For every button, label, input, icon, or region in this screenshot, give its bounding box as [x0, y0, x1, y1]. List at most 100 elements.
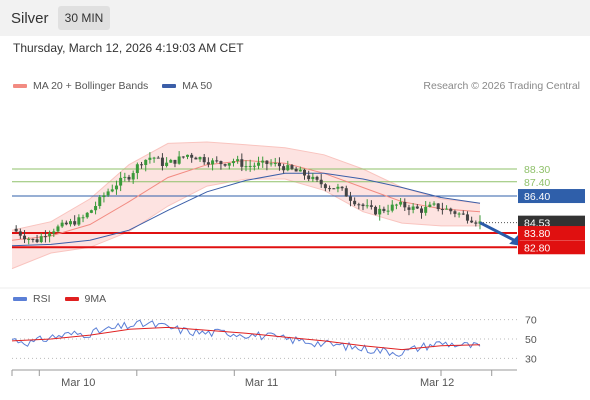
candle-up — [311, 176, 315, 180]
candle-down — [461, 213, 465, 215]
x-axis-label: Mar 10 — [61, 377, 95, 389]
credit-text: Research © 2026 Trading Central — [423, 80, 580, 92]
candle-up — [252, 165, 256, 167]
bollinger-band-fill — [12, 142, 480, 269]
candle-down — [240, 159, 244, 167]
candle-up — [336, 186, 340, 189]
candle-up — [77, 217, 81, 225]
candle-up — [110, 189, 114, 192]
candle-down — [14, 228, 18, 232]
candle-down — [474, 222, 478, 224]
candle-up — [378, 208, 382, 215]
candle-down — [43, 236, 47, 238]
candle-up — [131, 173, 135, 180]
rsi-swatch — [13, 297, 27, 301]
candle-down — [23, 235, 27, 240]
candle-down — [449, 208, 453, 212]
price-label-support: 83.80 — [524, 228, 550, 240]
candle-up — [48, 233, 52, 237]
candle-down — [303, 169, 306, 176]
candle-up — [457, 213, 461, 215]
candle-up — [269, 163, 273, 165]
candle-down — [190, 154, 194, 158]
bollinger-legend-label: MA 20 + Bollinger Bands — [33, 80, 149, 92]
candle-up — [39, 236, 43, 243]
candle-down — [219, 161, 223, 165]
candle-up — [89, 210, 93, 213]
candle-up — [390, 204, 394, 211]
rsi-ma-swatch — [64, 297, 79, 301]
bollinger-swatch — [13, 84, 27, 88]
candle-down — [35, 239, 39, 243]
rsi-ma-line — [11, 326, 481, 351]
ma50-line — [11, 172, 481, 247]
timeframe-button[interactable]: 30 MIN — [58, 6, 110, 30]
candle-down — [140, 164, 144, 166]
candle-down — [64, 222, 68, 225]
candle-up — [394, 204, 398, 206]
candle-down — [31, 238, 35, 240]
rsi-legend-label: RSI — [33, 293, 51, 305]
candle-up — [135, 164, 139, 174]
candle-down — [340, 186, 344, 189]
candle-up — [106, 191, 110, 196]
candle-up — [286, 165, 290, 171]
rsi-line — [11, 319, 481, 357]
rsi-level-label: 50 — [525, 334, 537, 346]
candle-up — [119, 177, 123, 186]
candle-down — [160, 157, 164, 166]
rsi-level-label: 70 — [525, 315, 537, 327]
candle-up — [432, 203, 436, 205]
candle-down — [348, 196, 352, 201]
candle-down — [173, 159, 177, 164]
candle-down — [470, 220, 474, 223]
candle-up — [244, 166, 248, 168]
candle-down — [440, 209, 444, 211]
candle-up — [261, 160, 265, 163]
candle-up — [198, 157, 202, 160]
forecast-arrow-shaft — [479, 221, 518, 244]
ma50-swatch — [162, 84, 177, 88]
candle-up — [165, 162, 169, 166]
candle-down — [415, 206, 419, 209]
candle-up — [186, 154, 189, 157]
chart-datetime: Thursday, March 12, 2026 4:19:03 AM CET — [13, 41, 244, 55]
candle-down — [282, 166, 286, 171]
candle-down — [361, 204, 365, 207]
candle-up — [248, 165, 252, 167]
candle-up — [60, 222, 64, 227]
candle-up — [148, 157, 152, 160]
candle-down — [453, 211, 457, 214]
candle-up — [123, 176, 127, 178]
candle-down — [223, 164, 227, 166]
candle-up — [102, 195, 106, 198]
candle-down — [127, 176, 131, 180]
candle-down — [265, 160, 269, 165]
candle-up — [69, 221, 72, 225]
header-bar: Silver 30 MIN — [0, 0, 590, 36]
main-legend: MA 20 + Bollinger Bands MA 50 — [13, 80, 212, 92]
candle-down — [353, 200, 357, 205]
candle-down — [332, 188, 336, 190]
rsi-level-label: 30 — [525, 353, 537, 365]
candle-up — [236, 159, 240, 162]
candle-down — [290, 165, 294, 169]
candle-up — [56, 226, 60, 232]
candle-up — [298, 169, 302, 172]
candle-down — [307, 175, 311, 180]
candle-up — [52, 231, 56, 234]
x-axis-label: Mar 11 — [245, 377, 278, 389]
candle-down — [403, 201, 407, 208]
x-axis-label: Mar 12 — [420, 377, 454, 389]
candle-down — [357, 204, 361, 206]
candle-down — [215, 160, 219, 162]
candle-up — [424, 206, 428, 213]
candle-up — [98, 197, 102, 207]
candle-up — [365, 205, 369, 207]
candle-up — [152, 157, 156, 159]
candle-down — [374, 206, 378, 215]
candle-up — [81, 217, 85, 219]
candle-down — [319, 179, 323, 185]
candle-down — [382, 208, 386, 212]
